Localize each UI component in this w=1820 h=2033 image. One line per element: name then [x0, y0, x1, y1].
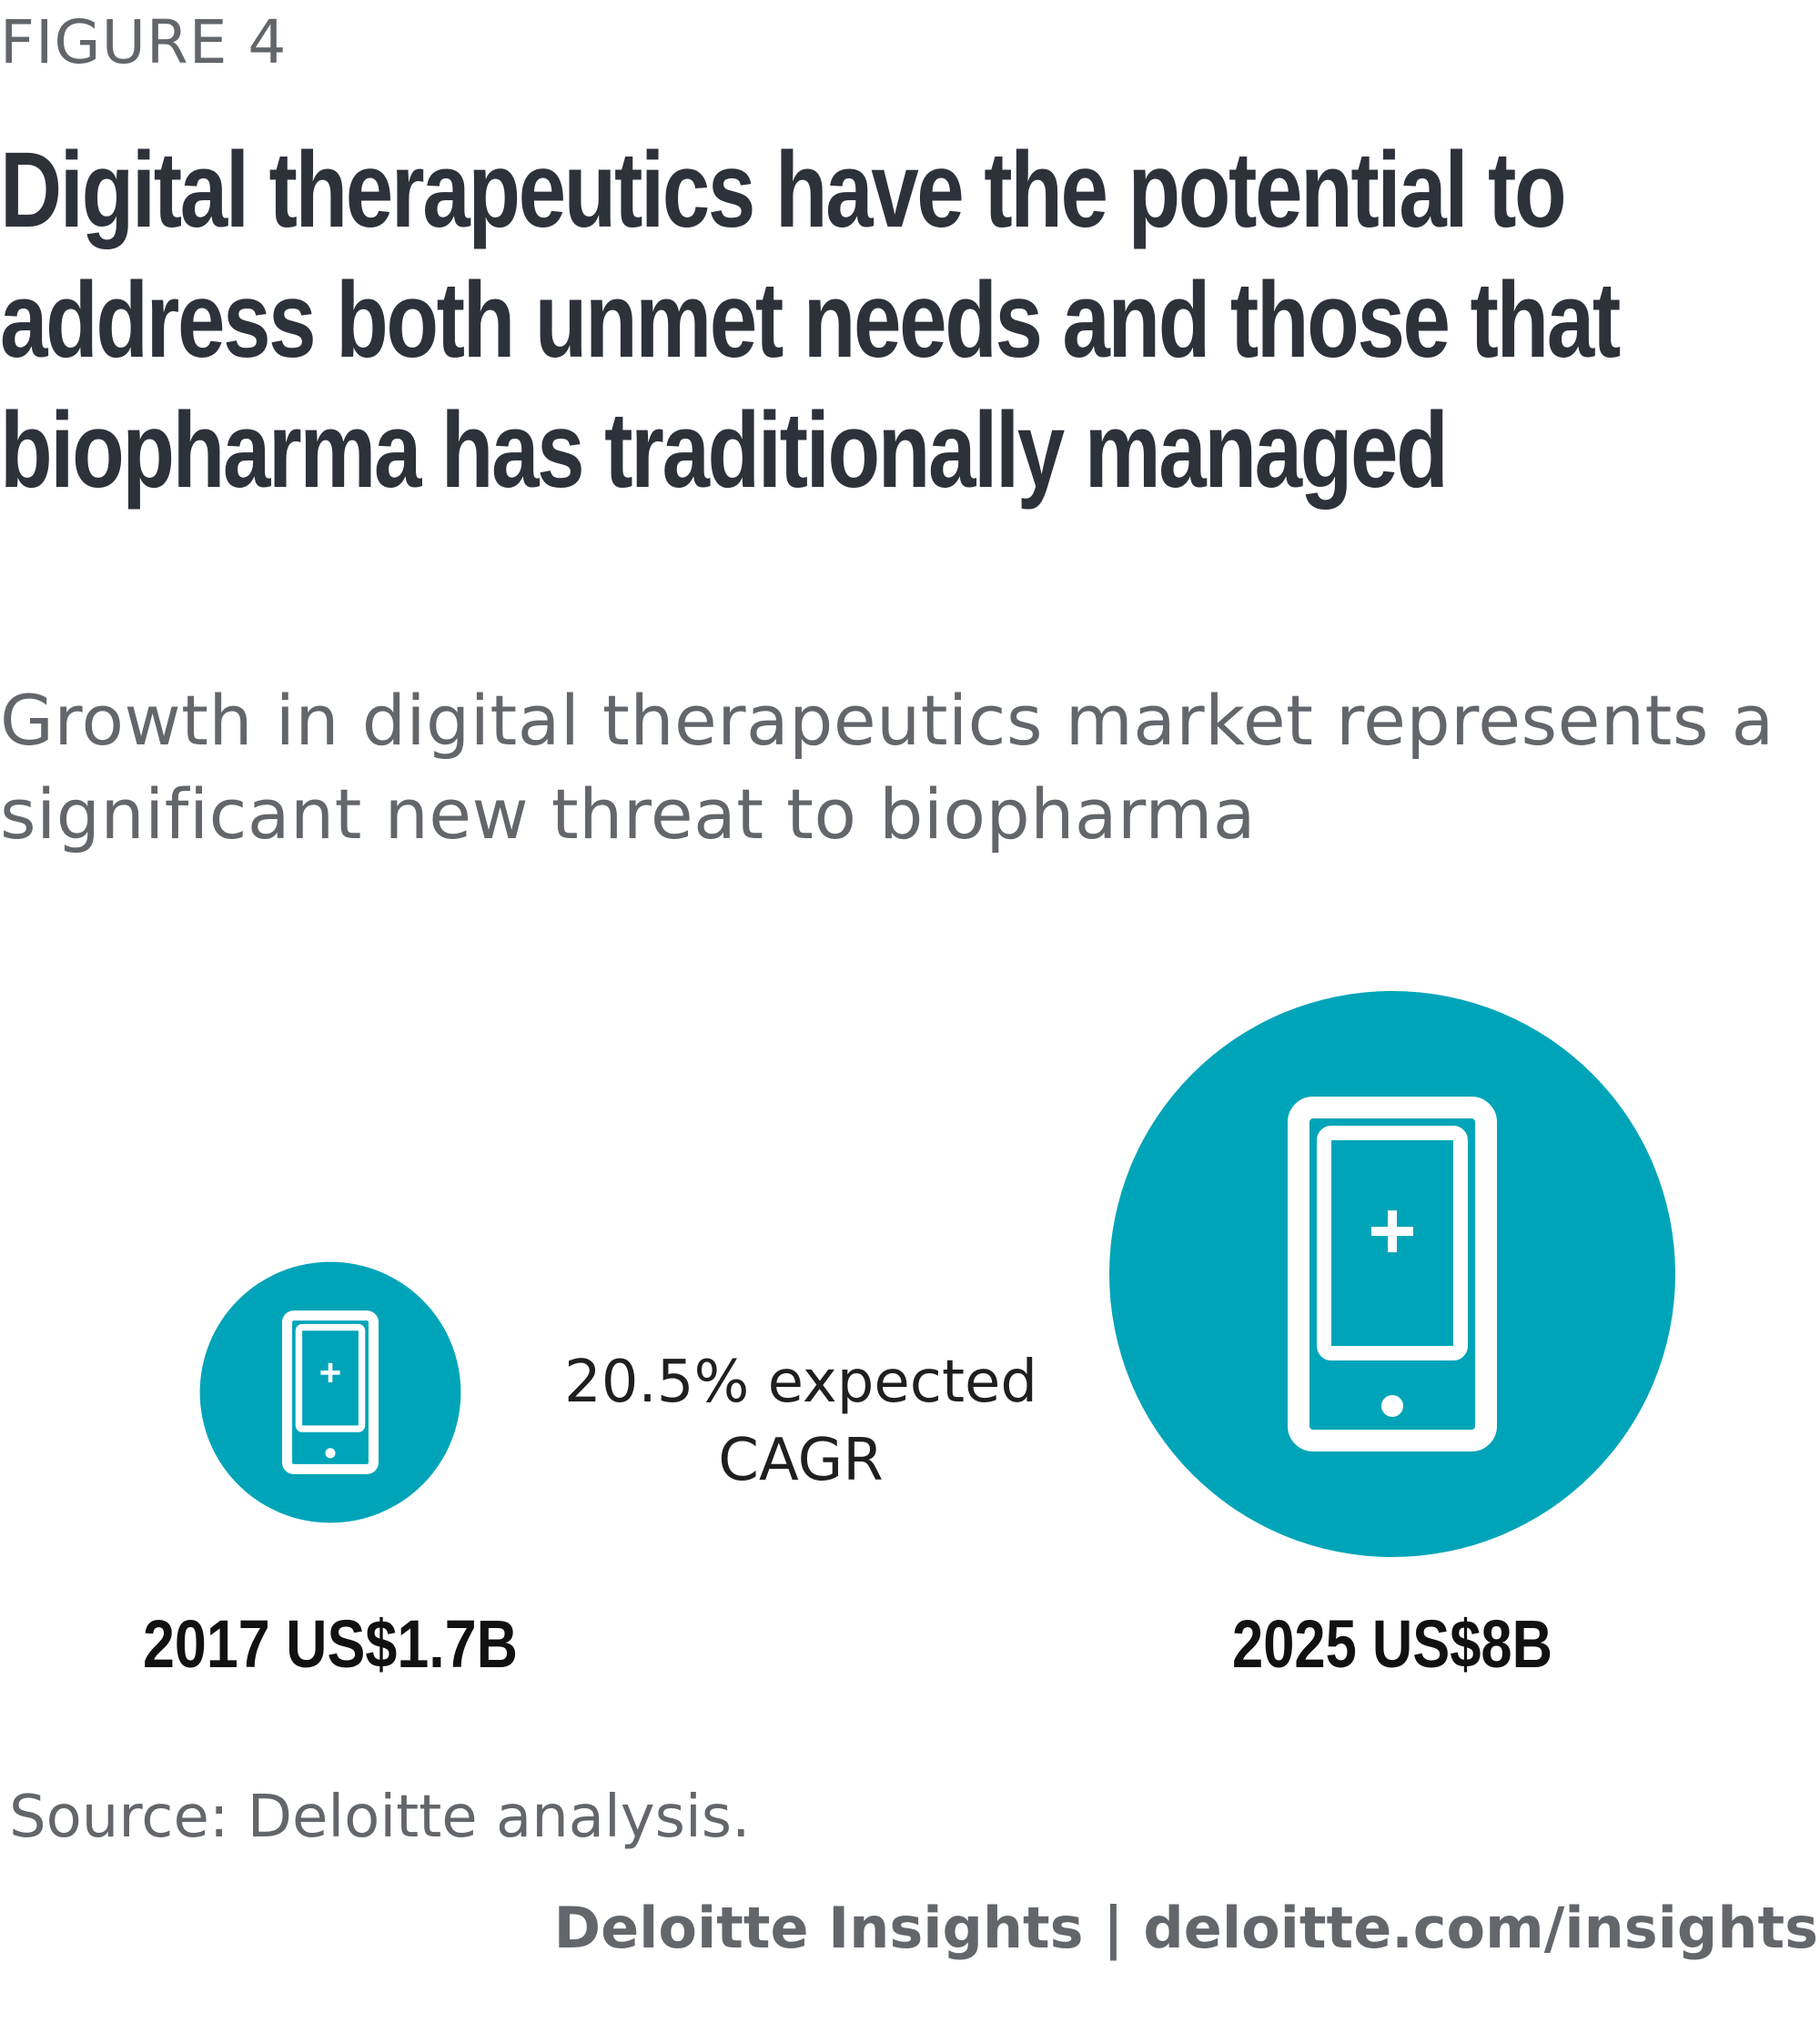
- chart-subtitle: Growth in digital therapeutics market re…: [0, 680, 1774, 855]
- mobile-medical-icon: [281, 1310, 379, 1474]
- cagr-annotation: 20.5% expected CAGR: [563, 1349, 1038, 1494]
- source-note: Source: Deloitte analysis.: [9, 1784, 751, 1851]
- plus-vertical: [328, 1362, 333, 1382]
- mobile-medical-icon: [1288, 1097, 1497, 1451]
- bubble-label-2025: 2025 US$8B: [1232, 1606, 1552, 1682]
- footer-credit: Deloitte Insights | deloitte.com/insight…: [553, 1895, 1818, 1961]
- plus-vertical: [1388, 1210, 1397, 1253]
- chart-title: Digital therapeutics have the potential …: [0, 130, 1621, 511]
- bubble-circle-2017: [199, 1261, 461, 1523]
- phone-screen: [1317, 1126, 1468, 1360]
- bubble-circle-2025: [1109, 991, 1675, 1557]
- phone-body: [281, 1310, 379, 1474]
- bubble-2017: 2017 US$1.7B: [143, 1261, 518, 1682]
- figure-label: FIGURE 4: [0, 7, 288, 77]
- bubble-label-2017: 2017 US$1.7B: [143, 1606, 518, 1682]
- phone-home-button: [325, 1448, 336, 1459]
- bubble-2025: 2025 US$8B: [1109, 991, 1675, 1682]
- phone-screen: [295, 1323, 366, 1432]
- phone-body: [1288, 1097, 1497, 1451]
- phone-home-button: [1381, 1395, 1403, 1417]
